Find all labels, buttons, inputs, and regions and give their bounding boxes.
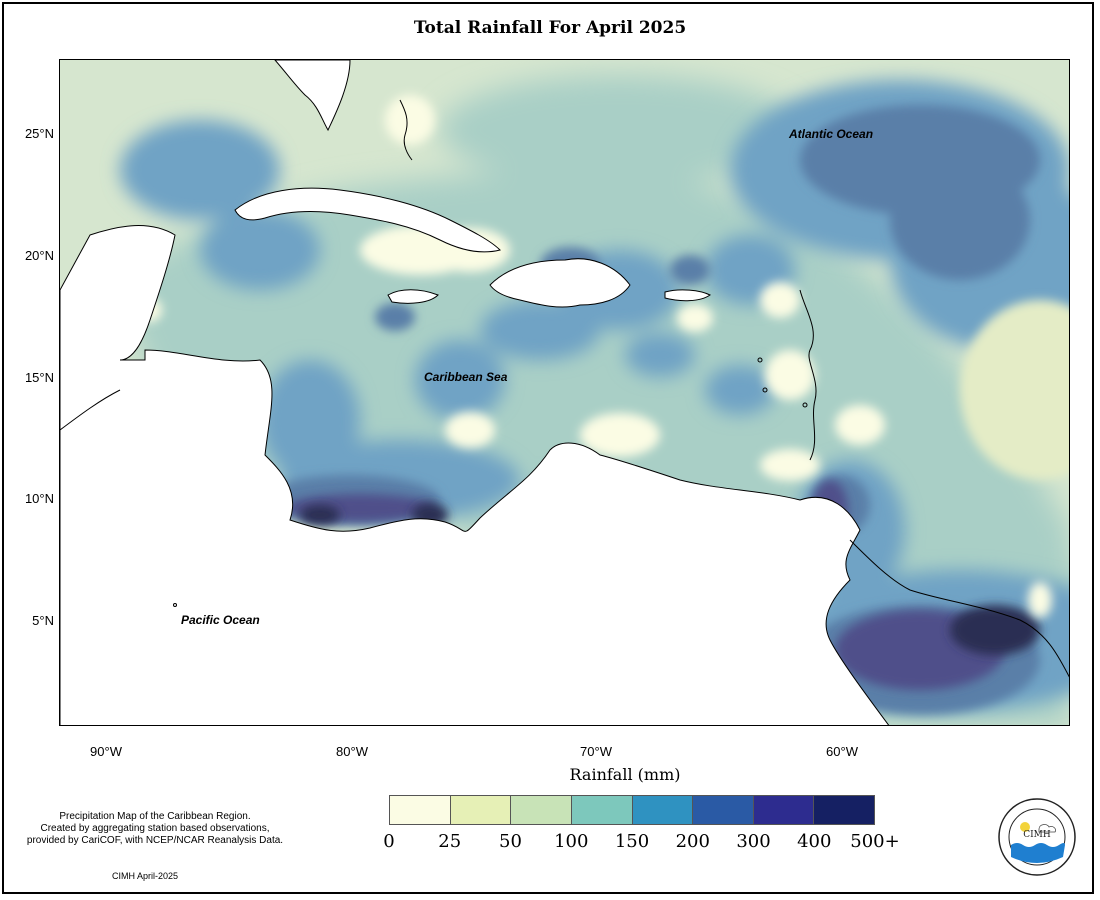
lat-label-20n: 20°N [24,248,54,263]
legend-swatch-3 [571,796,633,824]
rain-field-0-50 [138,95,1069,618]
legend-label-0: 0 [383,831,395,852]
lat-label-5n: 5°N [32,613,54,628]
description-line-3: provided by CariCOF, with NCEP/NCAR Rean… [26,835,284,846]
pacific-ocean-label: Pacific Ocean [181,613,260,627]
x-axis-title: Rainfall (mm) [569,765,681,784]
credit-text: CIMH April-2025 [111,871,179,881]
land-masses [60,60,890,725]
legend-swatch-7 [814,796,874,824]
hispaniola-land [489,258,631,308]
jamaica-land [387,289,439,304]
cimh-logo [998,798,1076,876]
puerto-rico-land [664,289,711,302]
lat-label-15n: 15°N [24,370,54,385]
cuba-land [234,187,501,253]
description-line-2: Created by aggregating station based obs… [40,823,270,834]
caribbean-sea-label: Caribbean Sea [424,370,508,384]
lon-label-70w: 70°W [580,744,612,759]
legend-label-5: 200 [675,831,710,852]
legend-swatch-2 [511,796,572,824]
map-description: Precipitation Map of the Caribbean Regio… [0,811,310,847]
lon-label-90w: 90°W [90,744,122,759]
legend-swatch-6 [753,796,815,824]
legend-label-6: 300 [736,831,771,852]
legend-label-1: 25 [438,831,462,852]
legend-swatch-1 [450,796,512,824]
description-line-1: Precipitation Map of the Caribbean Regio… [59,811,251,822]
rainfall-map [59,59,1070,726]
legend-label-4: 150 [614,831,650,852]
waves-icon [1011,843,1065,863]
sun-icon [1020,822,1030,832]
coastlines [60,99,1069,678]
legend-label-2: 50 [499,831,522,852]
legend-label-3: 100 [554,831,589,852]
legend-swatch-5 [693,796,754,824]
legend-swatch-4 [632,796,694,824]
lat-label-10n: 10°N [24,491,54,506]
cloud-icon [1038,824,1056,833]
legend-swatch-0 [390,796,451,824]
atlantic-ocean-label: Atlantic Ocean [789,127,874,141]
map-title: Total Rainfall For April 2025 [413,18,687,38]
rainfall-map-svg [60,60,1069,725]
lon-label-60w: 60°W [826,744,858,759]
central-america-land [60,225,890,725]
lon-label-80w: 80°W [336,744,368,759]
logo-text: CIMH [1023,830,1051,840]
florida-land [274,60,351,132]
lat-label-25n: 25°N [24,126,54,141]
legend-label-7: 400 [797,831,832,852]
rainfall-legend [389,795,875,825]
legend-label-8: 500+ [850,831,900,852]
